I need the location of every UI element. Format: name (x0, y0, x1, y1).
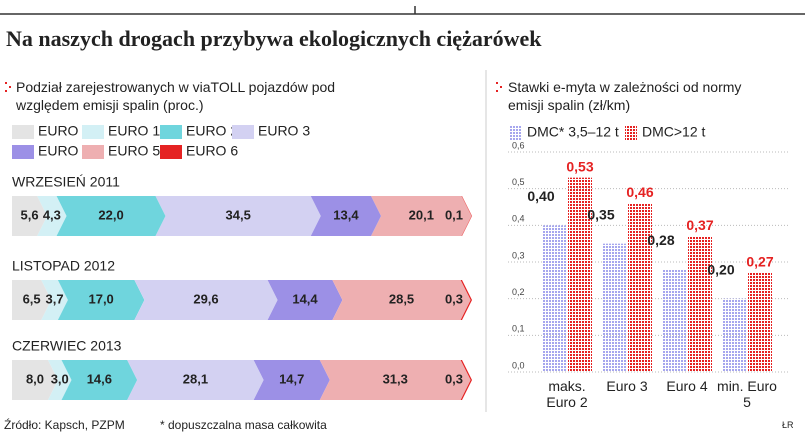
bar (568, 177, 592, 372)
value-label: 0,1 (445, 207, 463, 222)
bar-segment (253, 360, 330, 400)
legend-label: EURO 6 (186, 143, 238, 159)
legend-label: DMC* 3,5–12 t (527, 124, 619, 140)
y-tick-label: 0,3 (512, 250, 525, 260)
left-subtitle: Podział zarejestrowanych w viaTOLL pojaz… (16, 79, 336, 113)
bar-segment (319, 360, 471, 400)
bar-segment (56, 196, 166, 236)
legend-swatch (82, 125, 104, 139)
bar-segment (12, 360, 58, 400)
value-label: 0,20 (707, 261, 734, 277)
value-label: 0,35 (587, 206, 614, 222)
value-label: 28,1 (183, 371, 208, 386)
bar (603, 243, 627, 372)
value-label: 13,4 (333, 207, 359, 222)
bar (723, 298, 747, 372)
y-tick-label: 0,2 (512, 287, 525, 297)
bar-segment (61, 360, 138, 400)
value-label: 0,3 (445, 371, 463, 386)
credit: ŁR (782, 420, 794, 430)
legend-swatch (12, 145, 34, 159)
legend-label: DMC>12 t (642, 124, 706, 140)
value-label: 6,5 (23, 291, 41, 306)
value-label: 31,3 (383, 371, 408, 386)
value-label: 17,0 (88, 291, 113, 306)
category-label: CZERWIEC 2013 (12, 338, 122, 354)
bar-segment (12, 280, 52, 320)
bullet-icon (496, 82, 502, 92)
value-label: 20,1 (409, 207, 434, 222)
y-tick-label: 0,6 (512, 140, 525, 150)
y-tick-label: 0,1 (512, 324, 525, 334)
y-tick-label: 0,0 (512, 360, 525, 370)
legend-swatch (160, 145, 182, 159)
value-label: 29,6 (193, 291, 218, 306)
legend-swatch (82, 145, 104, 159)
value-label: 28,5 (389, 291, 414, 306)
bar (628, 203, 652, 372)
x-tick-label: Euro 3 (606, 378, 648, 394)
value-label: 14,7 (279, 371, 304, 386)
legend-swatch (232, 125, 254, 139)
value-label: 0,46 (626, 184, 653, 200)
value-label: 0,53 (566, 158, 593, 174)
bar-segment (127, 360, 264, 400)
bar (543, 225, 567, 372)
bar-segment (155, 196, 321, 236)
legend-swatch (510, 126, 522, 140)
y-tick-label: 0,4 (512, 214, 525, 224)
value-label: 4,3 (43, 207, 61, 222)
x-tick-label: Euro 4 (666, 378, 708, 394)
legend-swatch (625, 126, 637, 140)
bar (688, 236, 712, 372)
value-label: 0,28 (647, 232, 674, 248)
bar (663, 269, 687, 372)
category-label: LISTOPAD 2012 (12, 258, 115, 274)
bar-segment (37, 196, 67, 236)
value-label: 0,40 (527, 188, 554, 204)
bar-segment (41, 280, 68, 320)
legend-swatch (12, 125, 34, 139)
bar-segment (134, 280, 278, 320)
bar-segment (332, 280, 471, 320)
value-label: 0,3 (445, 291, 463, 306)
value-label: 34,5 (226, 207, 251, 222)
value-label: 0,37 (686, 217, 713, 233)
value-label: 14,6 (87, 371, 112, 386)
legend-label: EURO 0 (38, 123, 90, 139)
title: Na naszych drogach przybywa ekologicznyc… (6, 26, 542, 51)
value-label: 3,7 (46, 291, 64, 306)
footnote: * dopuszczalna masa całkowita (160, 418, 327, 432)
bar-segment (371, 196, 472, 236)
legend-label: EURO 1 (108, 123, 160, 139)
value-label: 5,6 (21, 207, 39, 222)
value-label: 22,0 (98, 207, 123, 222)
category-label: WRZESIEŃ 2011 (12, 174, 120, 190)
value-label: 3,0 (51, 371, 69, 386)
bar-segment (310, 196, 382, 236)
bullet-icon (5, 82, 11, 92)
value-label: 0,27 (746, 254, 773, 270)
value-label: 8,0 (26, 371, 44, 386)
bar-segment (267, 280, 343, 320)
value-label: 14,4 (292, 291, 318, 306)
legend-label: EURO 3 (258, 123, 310, 139)
x-tick-label: min. Euro 5 (717, 378, 777, 410)
bar-segment (12, 196, 48, 236)
legend-swatch (160, 125, 182, 139)
legend-label: EURO 5 (108, 143, 160, 159)
bar-segment (48, 360, 72, 400)
right-subtitle: Stawki e-myta w zależności od normy emis… (508, 79, 742, 113)
bar (748, 273, 772, 372)
y-tick-label: 0,5 (512, 177, 525, 187)
x-tick-label: maks. Euro 2 (546, 378, 588, 410)
legend-label: EURO 2 (186, 123, 238, 139)
source: Źródło: Kapsch, PZPM (4, 418, 125, 432)
legend-label: EURO 4 (38, 143, 90, 159)
bar-segment (57, 280, 145, 320)
